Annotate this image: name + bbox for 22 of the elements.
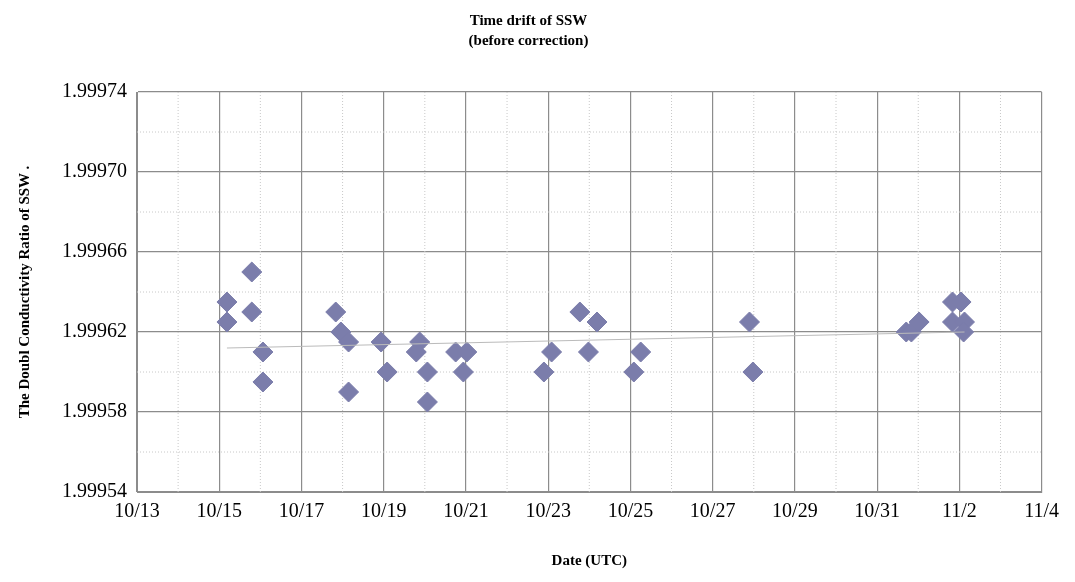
x-tick-label: 10/31 (854, 499, 900, 522)
y-tick-label: 1.99954 (62, 479, 127, 502)
x-tick-label: 10/21 (443, 499, 489, 522)
x-axis-title: Date (UTC) (551, 551, 627, 569)
x-tick-label: 10/23 (525, 499, 571, 522)
y-tick-label: 1.99958 (62, 399, 127, 422)
x-tick-label: 10/15 (196, 499, 243, 522)
x-tick-label: 10/27 (689, 499, 736, 522)
chart-title: Time drift of SSW (469, 11, 588, 28)
x-tick-label: 10/29 (772, 499, 818, 522)
x-tick-label: 11/4 (1024, 499, 1060, 522)
x-tick-label: 11/2 (941, 499, 977, 522)
x-tick-label: 10/13 (114, 499, 160, 522)
y-tick-label: 1.99966 (62, 239, 127, 262)
y-tick-label: 1.99970 (62, 159, 127, 182)
x-tick-label: 10/17 (278, 499, 325, 522)
y-axis-title: The Doubl Conductivity Ratio of SSW . (15, 165, 32, 419)
x-tick-label: 10/25 (607, 499, 654, 522)
y-tick-label: 1.99974 (62, 79, 127, 102)
x-tick-label: 10/19 (360, 499, 407, 522)
chart-subtitle: (before correction) (468, 31, 589, 49)
y-tick-label: 1.99962 (62, 319, 127, 342)
